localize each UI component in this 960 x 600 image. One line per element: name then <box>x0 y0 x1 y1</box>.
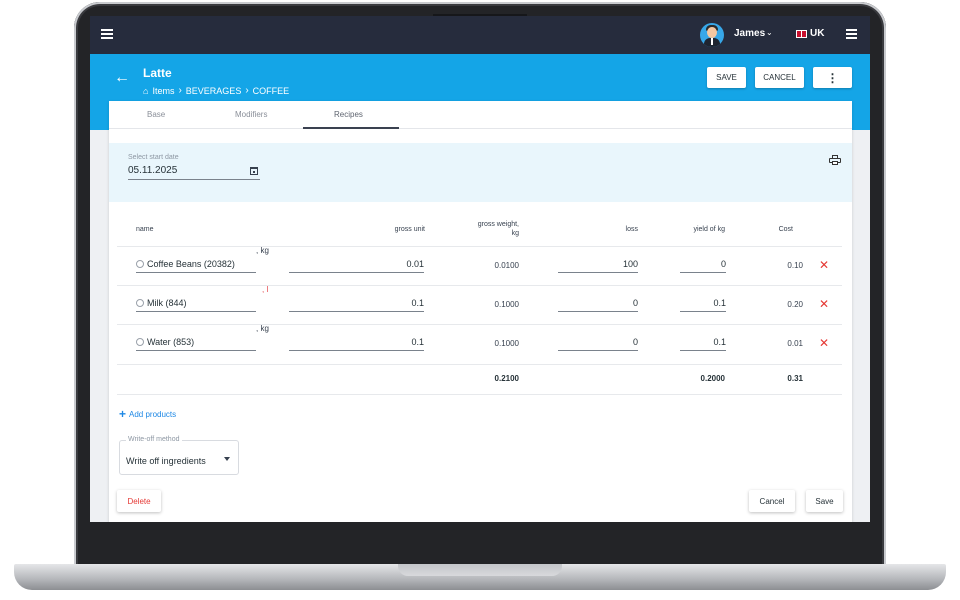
delete-button[interactable]: Delete <box>117 490 161 512</box>
chevron-right-icon: › <box>178 85 182 96</box>
write-off-method-label: Write-off method <box>126 436 182 443</box>
yield-field[interactable]: 0.1 <box>680 335 726 351</box>
chevron-right-icon: › <box>245 85 249 96</box>
column-header-cost: Cost <box>778 226 793 233</box>
start-date-label: Select start date <box>128 154 179 161</box>
print-icon[interactable] <box>829 155 841 165</box>
tab-modifiers[interactable]: Modifiers <box>235 110 268 119</box>
cancel-button[interactable]: CANCEL <box>755 67 804 88</box>
column-header-yield: yield of kg <box>693 226 725 233</box>
gross-weight-value: 0.1000 <box>494 300 519 309</box>
cancel-button[interactable]: Cancel <box>749 490 795 512</box>
tab-base[interactable]: Base <box>147 110 166 119</box>
date-panel: Select start date 05.11.2025 <box>109 143 852 202</box>
tab-bar: Base Modifiers Recipes <box>109 101 852 129</box>
top-bar: James ⌄ UK <box>90 16 870 54</box>
save-button[interactable]: SAVE <box>707 67 746 88</box>
breadcrumb-coffee[interactable]: COFFEE <box>252 85 290 96</box>
loss-field[interactable]: 100 <box>558 257 638 273</box>
home-icon[interactable]: ⌂ <box>143 85 149 96</box>
active-tab-indicator <box>303 127 399 129</box>
breadcrumb-items[interactable]: Items <box>152 85 175 96</box>
row-divider <box>117 364 842 365</box>
start-date-field[interactable]: 05.11.2025 <box>128 165 260 180</box>
uk-flag-icon[interactable] <box>796 30 807 38</box>
breadcrumb-beverages[interactable]: BEVERAGES <box>185 85 242 96</box>
ingredient-field[interactable]: Coffee Beans (20382) <box>136 257 256 273</box>
chevron-down-icon[interactable]: ⌄ <box>766 28 773 37</box>
menu-icon[interactable] <box>101 29 113 39</box>
gross-unit-field[interactable]: 0.1 <box>289 335 424 351</box>
unit-label: , kg <box>256 246 269 255</box>
ingredient-field[interactable]: Water (853) <box>136 335 256 351</box>
calendar-icon[interactable] <box>250 167 258 175</box>
start-date-value: 05.11.2025 <box>128 165 178 176</box>
ingredient-icon <box>136 338 144 346</box>
column-header-gross-weight: gross weight, kg <box>477 221 519 237</box>
gross-weight-value: 0.1000 <box>494 339 519 348</box>
total-gross-weight: 0.2100 <box>494 374 519 383</box>
cost-value: 0.01 <box>787 339 803 348</box>
loss-field[interactable]: 0 <box>558 296 638 312</box>
total-yield: 0.2000 <box>700 374 725 383</box>
user-name[interactable]: James <box>734 28 766 39</box>
ingredient-icon <box>136 299 144 307</box>
app-screen: James ⌄ UK ← Latte ⌂ Items › BEVERAGES ›… <box>90 16 870 522</box>
caret-down-icon <box>224 457 230 461</box>
plus-icon: + <box>119 407 127 421</box>
row-divider <box>117 324 842 325</box>
ingredient-field[interactable]: Milk (844) <box>136 296 256 312</box>
gross-unit-field[interactable]: 0.1 <box>289 296 424 312</box>
back-arrow-icon[interactable]: ← <box>114 69 130 86</box>
breadcrumb: ⌂ Items › BEVERAGES › COFFEE <box>143 85 289 96</box>
yield-field[interactable]: 0.1 <box>680 296 726 312</box>
language-selector[interactable]: UK <box>810 28 825 39</box>
row-divider <box>117 285 842 286</box>
delete-row-icon[interactable]: ✕ <box>819 297 830 311</box>
tab-recipes[interactable]: Recipes <box>334 110 363 119</box>
cost-value: 0.20 <box>787 300 803 309</box>
row-divider <box>117 246 842 247</box>
avatar[interactable] <box>700 23 724 47</box>
recipe-card: Base Modifiers Recipes Select start date… <box>109 101 852 522</box>
column-header-gross-unit: gross unit <box>394 226 425 233</box>
write-off-method-value: Write off ingredients <box>126 456 206 466</box>
unit-label: , kg <box>256 324 269 333</box>
more-options-icon[interactable]: ⋮ <box>813 67 852 88</box>
unit-label: , l <box>262 285 269 294</box>
add-products-button[interactable]: + Add products <box>119 407 177 421</box>
save-button[interactable]: Save <box>806 490 843 512</box>
delete-row-icon[interactable]: ✕ <box>819 336 830 350</box>
ingredient-icon <box>136 260 144 268</box>
cost-value: 0.10 <box>787 261 803 270</box>
write-off-method-select[interactable]: Write-off method Write off ingredients <box>119 436 239 475</box>
laptop-base-groove <box>398 564 562 576</box>
total-cost: 0.31 <box>787 374 803 383</box>
row-divider <box>117 394 842 395</box>
loss-field[interactable]: 0 <box>558 335 638 351</box>
gross-weight-value: 0.0100 <box>494 261 519 270</box>
column-header-name: name <box>136 226 154 233</box>
page-title: Latte <box>143 66 172 80</box>
gross-unit-field[interactable]: 0.01 <box>289 257 424 273</box>
yield-field[interactable]: 0 <box>680 257 726 273</box>
list-menu-icon[interactable] <box>846 29 857 39</box>
column-header-loss: loss <box>625 226 638 233</box>
delete-row-icon[interactable]: ✕ <box>819 258 830 272</box>
